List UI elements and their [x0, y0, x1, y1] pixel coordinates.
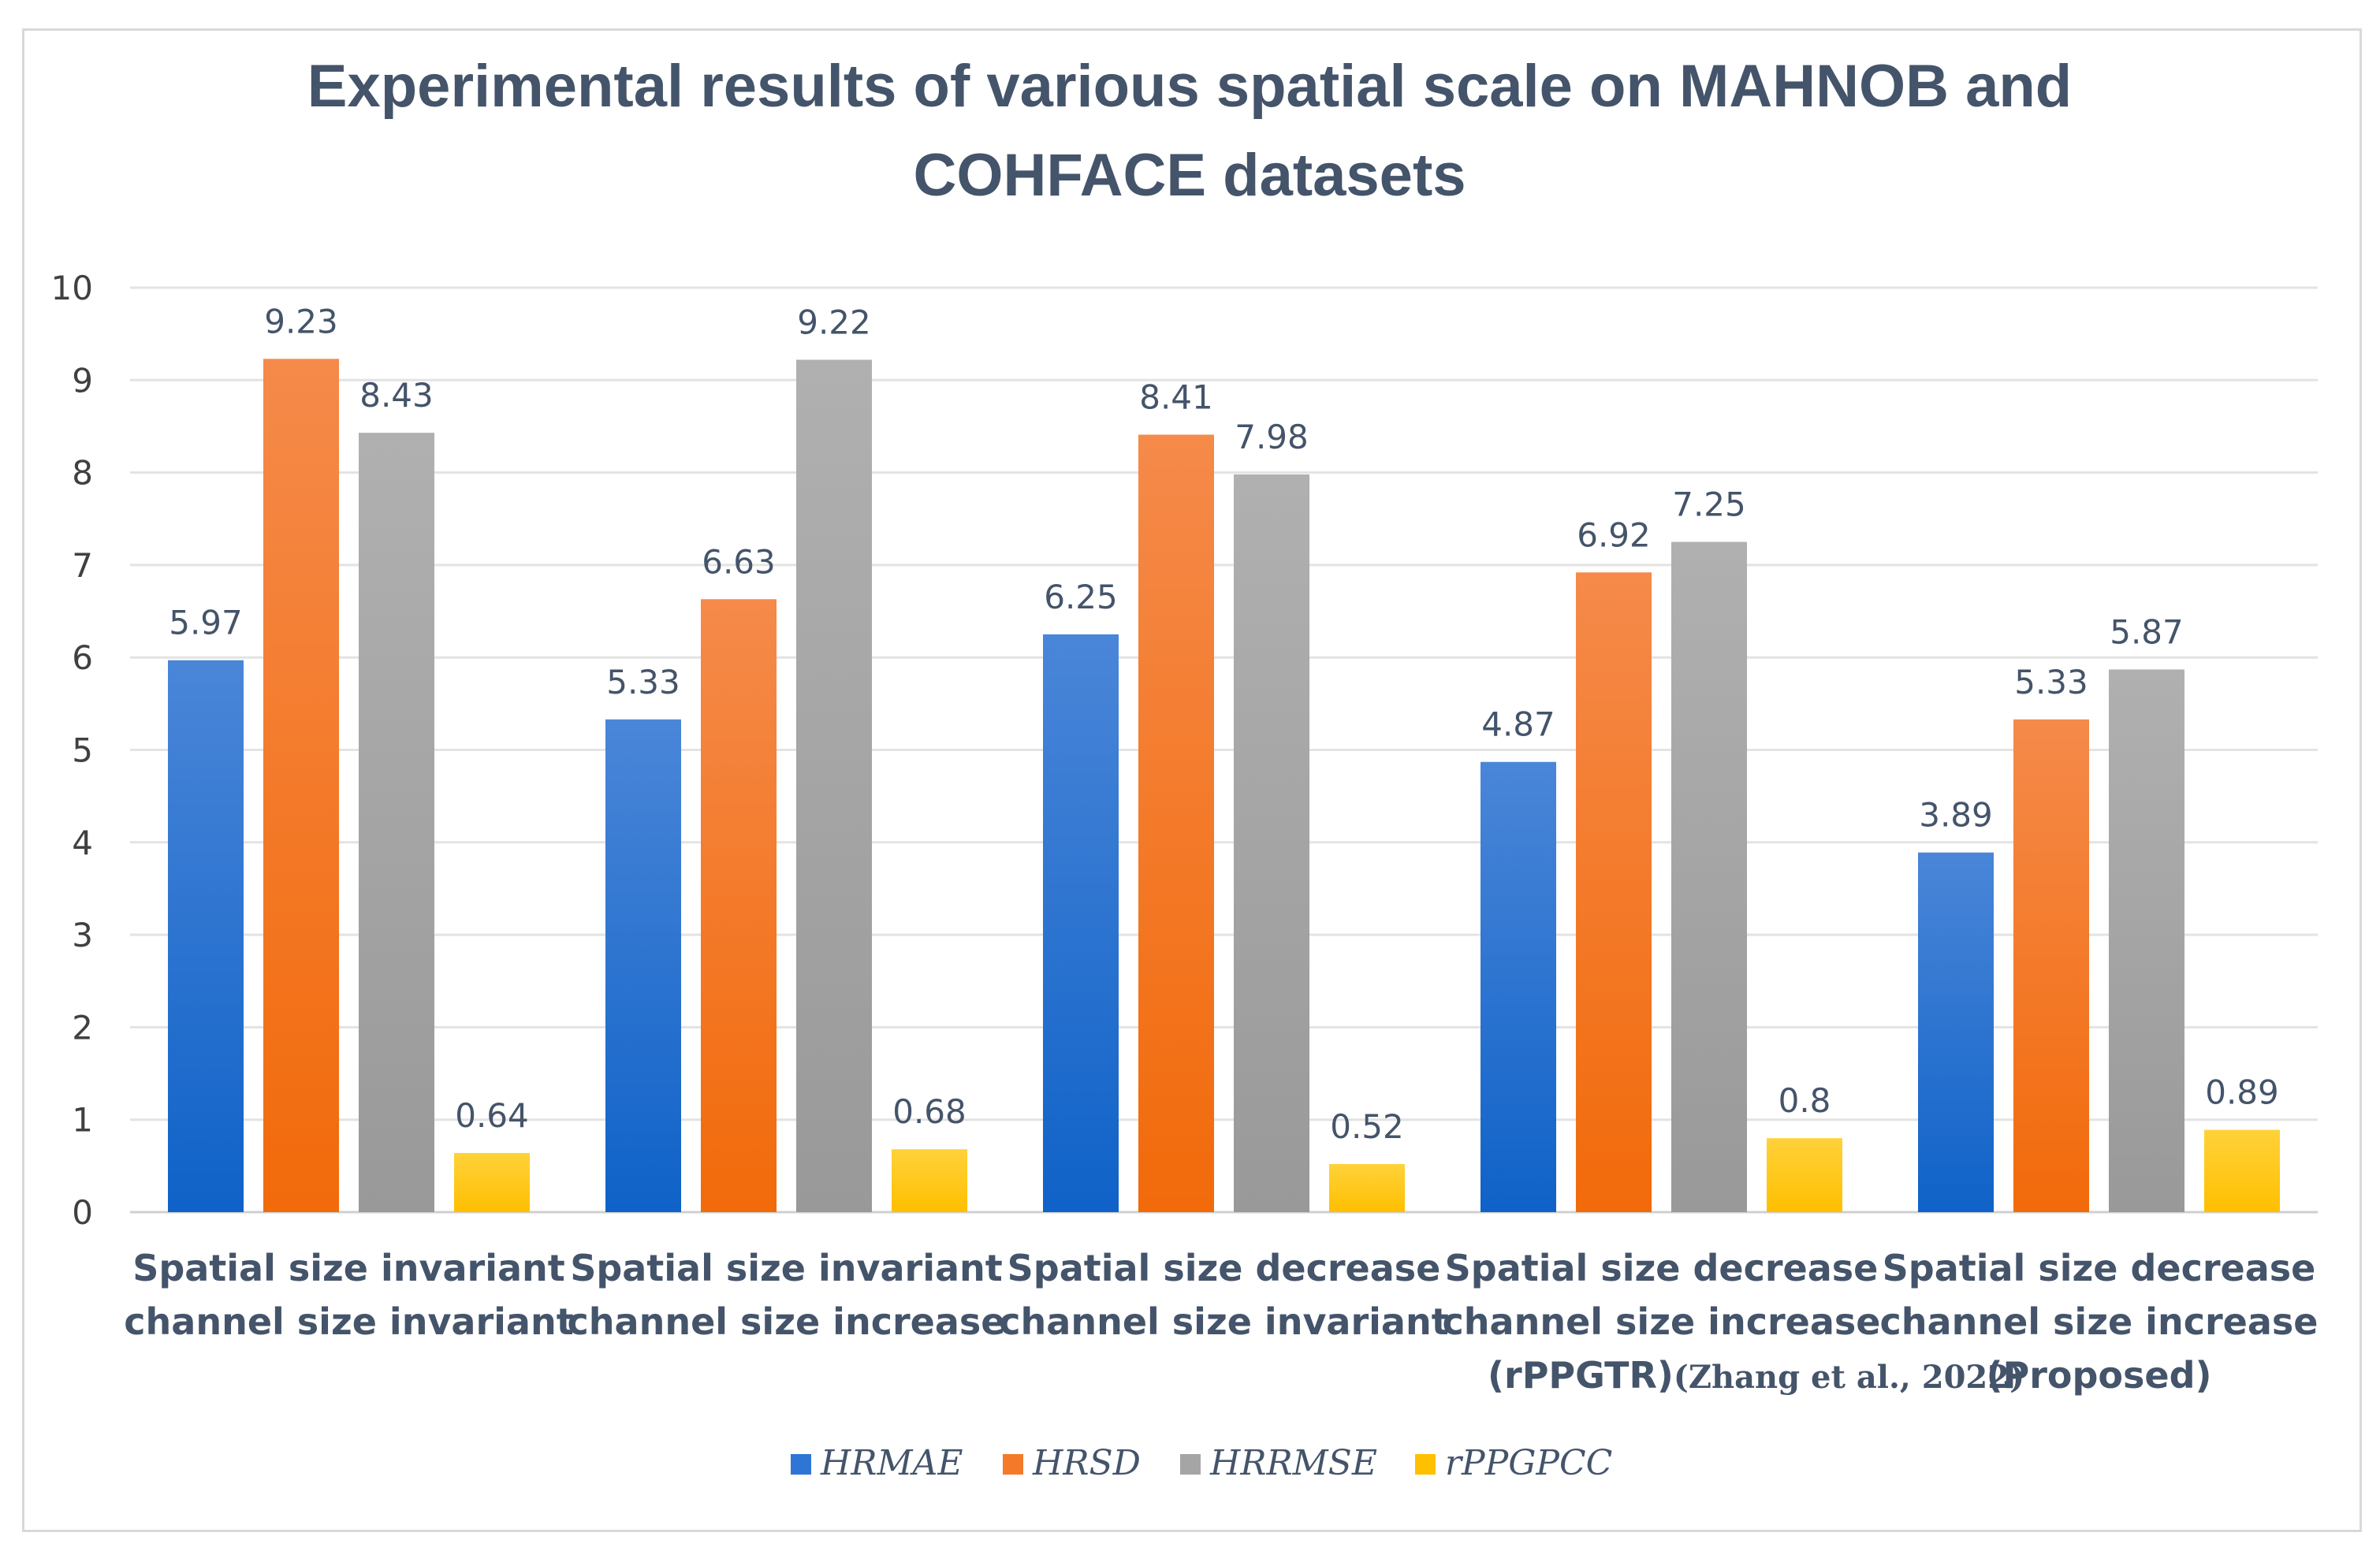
y-tick-label: 1 [72, 1101, 93, 1140]
y-tick-label: 3 [72, 916, 93, 954]
bar-hrmae [605, 719, 681, 1212]
bar-rppgpcc [1767, 1138, 1842, 1212]
bar-hrsd [1138, 434, 1214, 1212]
category-label-line: channel size increase [1880, 1300, 2319, 1343]
data-label: 6.63 [702, 542, 776, 581]
bar-hrrmse [796, 359, 872, 1212]
bar-hrsd [2013, 719, 2089, 1212]
data-label: 7.98 [1235, 418, 1309, 456]
category-label-line: Spatial size invariant [570, 1247, 1003, 1289]
chart-title-line: Experimental results of various spatial … [307, 53, 2072, 120]
legend-label-hrrmse: HRRMSE [1209, 1443, 1377, 1483]
category-label-line: channel size increase [1443, 1300, 1881, 1343]
data-label: 5.33 [2014, 663, 2088, 701]
data-label: 4.87 [1481, 705, 1555, 744]
data-label: 8.43 [359, 376, 434, 415]
data-label: 6.25 [1044, 578, 1118, 616]
legend-label-rppgpcc: rPPGPCC [1445, 1443, 1612, 1483]
data-label: 6.92 [1577, 515, 1651, 554]
chart-title-line: COHFACE datasets [913, 142, 1466, 209]
data-labels: 5.97 5.33 6.25 4.87 3.89 9.23 6.63 8.41 6.92 5.33… [169, 302, 2279, 1146]
bar-hrmae [1918, 852, 1994, 1212]
y-tick-label: 2 [72, 1008, 93, 1047]
bar-hrrmse [1234, 474, 1309, 1212]
data-label: 5.87 [2110, 612, 2184, 651]
data-label: 5.33 [606, 663, 680, 701]
data-label: 9.22 [797, 303, 871, 341]
bar-hrsd [701, 599, 777, 1212]
bar-hrsd [263, 359, 339, 1212]
category-label-citation: (Zhang et al., 2022) [1674, 1359, 2024, 1396]
bar-hrrmse [1671, 541, 1747, 1212]
y-tick-label: 7 [72, 546, 93, 585]
category-label-main: (rPPGTR) [1488, 1354, 1674, 1397]
category-label-line: Spatial size decrease [1007, 1247, 1441, 1289]
data-label: 0.64 [455, 1096, 529, 1135]
bar-hrrmse [2109, 669, 2184, 1212]
legend-swatch-hrrmse [1180, 1454, 1201, 1475]
y-tick-label: 0 [72, 1193, 93, 1232]
category-label-line: (rPPGTR)(Zhang et al., 2022) [1488, 1354, 2024, 1397]
y-axis-ticks: 0 1 2 3 4 5 6 7 8 9 10 [51, 269, 93, 1232]
bar-hrrmse [359, 433, 434, 1212]
bar-hrmae [1043, 634, 1119, 1212]
chart-title: Experimental results of various spatial … [307, 53, 2072, 209]
y-tick-label: 10 [51, 269, 93, 307]
category-label-line: Spatial size decrease [1445, 1247, 1879, 1289]
data-label: 7.25 [1672, 485, 1746, 524]
y-tick-label: 4 [72, 824, 93, 862]
y-tick-label: 9 [72, 361, 93, 400]
category-label-line: Spatial size decrease [1883, 1247, 2316, 1289]
bar-rppgpcc [2204, 1129, 2280, 1212]
data-label: 0.52 [1330, 1107, 1404, 1146]
data-label: 3.89 [1919, 796, 1993, 835]
data-label: 8.41 [1139, 378, 1213, 417]
category-label-line: channel size invariant [124, 1300, 573, 1343]
bar-rppgpcc [1329, 1164, 1405, 1212]
category-label-line: (Proposed) [1986, 1354, 2211, 1397]
bar-hrsd [1576, 572, 1652, 1212]
y-tick-label: 5 [72, 731, 93, 770]
legend-swatch-hrsd [1003, 1454, 1023, 1475]
data-label: 9.23 [264, 302, 338, 340]
data-label: 0.89 [2205, 1073, 2279, 1112]
legend-label-hrmae: HRMAE [820, 1443, 963, 1483]
bars [168, 359, 2280, 1212]
legend: HRMAE HRSD HRRMSE rPPGPCC [791, 1443, 1612, 1483]
legend-swatch-hrmae [791, 1454, 811, 1475]
data-label: 5.97 [169, 604, 243, 642]
category-label-line: Spatial size invariant [132, 1247, 565, 1289]
data-label: 0.68 [892, 1092, 967, 1131]
bar-rppgpcc [892, 1149, 967, 1212]
bar-hrmae [168, 660, 244, 1212]
bar-hrmae [1481, 761, 1556, 1212]
y-tick-label: 8 [72, 454, 93, 493]
data-label: 0.8 [1778, 1081, 1831, 1120]
legend-swatch-rppgpcc [1415, 1454, 1436, 1475]
category-label-line: channel size invariant [999, 1300, 1448, 1343]
bar-rppgpcc [454, 1152, 530, 1212]
y-tick-label: 6 [72, 638, 93, 677]
legend-label-hrsd: HRSD [1032, 1443, 1141, 1483]
category-label-line: channel size increase [568, 1300, 1006, 1343]
x-axis-categories: Spatial size invariant channel size invar… [124, 1247, 2318, 1397]
